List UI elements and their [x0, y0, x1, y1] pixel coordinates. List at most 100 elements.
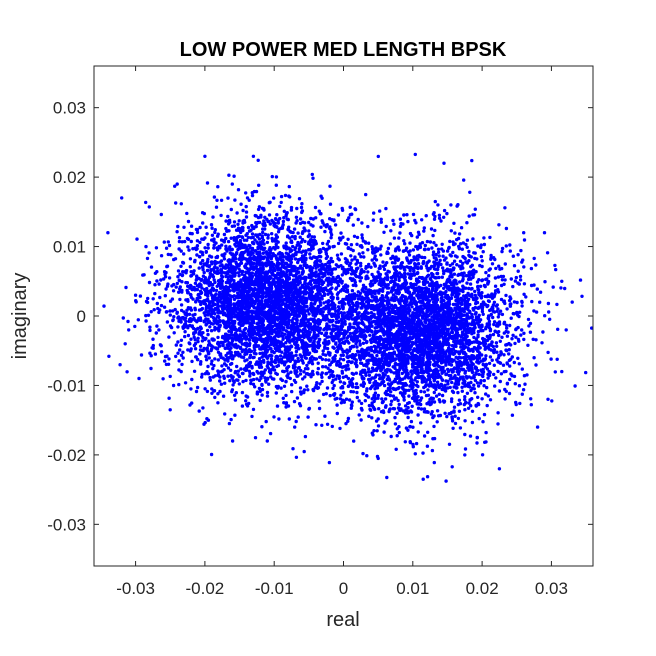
- data-point: [216, 370, 221, 374]
- data-point: [204, 358, 209, 362]
- data-point: [285, 316, 290, 320]
- data-point: [317, 322, 322, 326]
- data-point: [255, 377, 259, 381]
- data-point: [167, 335, 171, 339]
- data-point: [167, 357, 171, 361]
- data-point: [288, 255, 293, 259]
- data-point: [504, 244, 508, 248]
- data-point: [232, 220, 237, 224]
- data-point: [262, 360, 266, 364]
- data-point: [254, 264, 259, 269]
- data-point: [220, 296, 224, 300]
- data-point: [238, 256, 242, 260]
- data-point: [297, 365, 301, 370]
- data-point: [264, 419, 268, 424]
- data-point: [350, 289, 355, 293]
- data-point: [316, 372, 320, 376]
- data-point: [299, 276, 303, 280]
- data-point: [272, 341, 276, 346]
- data-point: [162, 277, 166, 281]
- data-point: [270, 236, 274, 241]
- data-point: [364, 192, 368, 197]
- data-point: [262, 370, 266, 374]
- data-point: [258, 232, 262, 237]
- data-point: [261, 320, 265, 324]
- data-point: [236, 291, 240, 295]
- data-point: [216, 401, 220, 405]
- data-point: [334, 341, 338, 345]
- data-point: [269, 362, 273, 366]
- data-point: [493, 384, 497, 388]
- data-point: [278, 283, 282, 287]
- data-point: [276, 257, 280, 261]
- data-point: [198, 316, 203, 320]
- data-point: [267, 297, 271, 301]
- data-point: [216, 373, 220, 378]
- data-point: [488, 308, 492, 313]
- data-point: [198, 325, 203, 329]
- data-point: [278, 303, 282, 307]
- data-point: [243, 326, 248, 331]
- data-point: [252, 327, 256, 332]
- data-point: [330, 424, 334, 429]
- data-point: [272, 415, 276, 419]
- data-point: [319, 225, 323, 229]
- data-point: [263, 302, 267, 306]
- data-point: [306, 318, 311, 322]
- data-point: [260, 355, 264, 359]
- data-point: [359, 255, 363, 259]
- data-point: [254, 274, 259, 279]
- data-point: [233, 319, 237, 324]
- data-point: [291, 337, 295, 341]
- data-point: [249, 298, 253, 302]
- data-point: [288, 339, 292, 344]
- data-point: [330, 299, 334, 303]
- data-point: [229, 368, 233, 372]
- data-point: [254, 306, 258, 310]
- data-point: [238, 269, 243, 273]
- data-point: [316, 366, 320, 371]
- data-point: [177, 368, 181, 372]
- data-point: [334, 287, 338, 291]
- data-point: [216, 335, 220, 340]
- data-point: [272, 350, 276, 355]
- data-point: [203, 337, 207, 342]
- data-point: [214, 288, 219, 293]
- data-point: [289, 370, 293, 374]
- data-point: [282, 246, 287, 250]
- data-point: [223, 332, 228, 336]
- data-point: [244, 368, 248, 373]
- data-point: [255, 278, 259, 282]
- data-point: [257, 317, 261, 322]
- data-point: [292, 266, 297, 270]
- data-point: [249, 381, 253, 386]
- data-point: [340, 273, 344, 277]
- data-point: [201, 221, 205, 225]
- data-point: [305, 372, 310, 376]
- data-point: [358, 291, 363, 295]
- data-point: [378, 272, 383, 277]
- data-point: [337, 265, 341, 269]
- data-point: [313, 255, 317, 260]
- data-point: [340, 318, 344, 323]
- data-point: [216, 314, 220, 318]
- data-point: [295, 396, 300, 400]
- data-point: [520, 367, 524, 371]
- data-point: [308, 281, 312, 285]
- data-point: [186, 348, 190, 352]
- data-point: [307, 351, 312, 355]
- data-point: [222, 374, 226, 378]
- data-point: [450, 465, 454, 469]
- data-point: [201, 406, 205, 410]
- data-point: [168, 374, 172, 379]
- data-point: [328, 202, 333, 206]
- data-point: [176, 275, 180, 279]
- data-point: [382, 230, 386, 234]
- data-point: [246, 251, 250, 255]
- data-point: [303, 434, 308, 439]
- data-point: [177, 382, 181, 387]
- data-point: [223, 381, 227, 385]
- data-point: [245, 196, 250, 200]
- data-point: [164, 287, 168, 291]
- data-point: [217, 279, 222, 284]
